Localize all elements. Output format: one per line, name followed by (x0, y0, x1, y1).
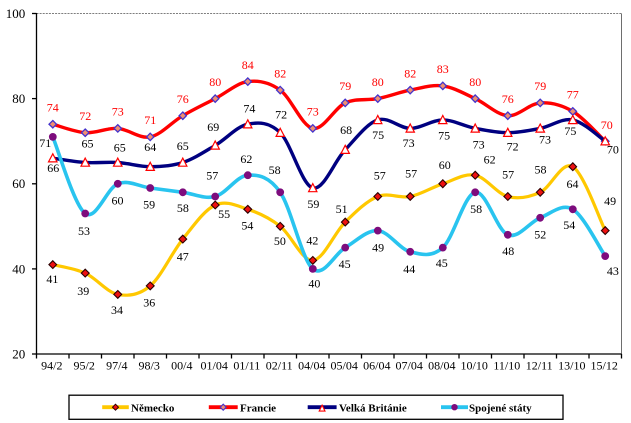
svg-text:80: 80 (469, 75, 481, 89)
svg-text:71: 71 (39, 136, 51, 150)
svg-text:Velká Británie: Velká Británie (339, 403, 407, 415)
svg-text:20: 20 (12, 346, 25, 361)
svg-text:43: 43 (607, 264, 619, 278)
svg-text:60: 60 (439, 158, 451, 172)
svg-text:65: 65 (177, 139, 189, 153)
svg-text:97/4: 97/4 (106, 359, 127, 373)
svg-text:48: 48 (502, 244, 514, 258)
svg-text:52: 52 (534, 228, 546, 242)
svg-text:58: 58 (269, 163, 281, 177)
svg-text:06/04: 06/04 (363, 359, 390, 373)
svg-text:75: 75 (438, 129, 450, 143)
svg-text:40: 40 (12, 261, 25, 276)
svg-text:77: 77 (567, 88, 579, 102)
svg-text:Francie: Francie (240, 403, 276, 415)
svg-text:73: 73 (403, 136, 415, 150)
svg-text:69: 69 (207, 120, 219, 134)
svg-text:75: 75 (372, 128, 384, 142)
svg-text:72: 72 (275, 108, 287, 122)
svg-text:01/11: 01/11 (233, 359, 260, 373)
svg-text:58: 58 (177, 201, 189, 215)
svg-text:72: 72 (79, 109, 91, 123)
svg-text:70: 70 (601, 118, 613, 132)
svg-text:40: 40 (308, 277, 320, 291)
svg-text:Německo: Německo (131, 403, 175, 415)
svg-text:01/04: 01/04 (201, 359, 228, 373)
svg-text:42: 42 (306, 234, 318, 248)
svg-text:59: 59 (143, 197, 155, 211)
svg-text:49: 49 (372, 240, 384, 254)
svg-text:73: 73 (539, 133, 551, 147)
svg-text:79: 79 (339, 79, 351, 93)
svg-text:50: 50 (274, 234, 286, 248)
svg-text:74: 74 (47, 100, 59, 114)
svg-text:47: 47 (177, 250, 189, 264)
svg-text:94/2: 94/2 (41, 359, 62, 373)
svg-text:58: 58 (470, 202, 482, 216)
svg-text:57: 57 (374, 169, 386, 183)
svg-text:60: 60 (12, 176, 25, 191)
svg-text:57: 57 (206, 169, 218, 183)
svg-text:Spojené státy: Spojené státy (469, 403, 532, 415)
svg-text:80: 80 (372, 75, 384, 89)
svg-text:76: 76 (177, 92, 189, 106)
svg-text:57: 57 (405, 167, 417, 181)
svg-text:64: 64 (567, 177, 579, 191)
svg-text:59: 59 (307, 197, 319, 211)
svg-text:100: 100 (6, 6, 26, 21)
svg-text:95/2: 95/2 (74, 359, 95, 373)
svg-text:66: 66 (47, 161, 59, 175)
svg-text:64: 64 (144, 140, 156, 154)
svg-text:57: 57 (502, 168, 514, 182)
svg-text:62: 62 (484, 153, 496, 167)
svg-text:72: 72 (507, 139, 519, 153)
svg-text:82: 82 (274, 66, 286, 80)
svg-text:39: 39 (77, 284, 89, 298)
svg-text:65: 65 (82, 137, 94, 151)
svg-text:62: 62 (240, 152, 252, 166)
svg-text:15/12: 15/12 (591, 359, 618, 373)
svg-text:70: 70 (607, 143, 619, 157)
svg-text:82: 82 (404, 66, 416, 80)
svg-text:51: 51 (336, 202, 348, 216)
svg-text:49: 49 (604, 194, 616, 208)
svg-text:53: 53 (78, 224, 90, 238)
svg-text:74: 74 (243, 102, 255, 116)
svg-text:00/4: 00/4 (171, 359, 192, 373)
svg-text:75: 75 (564, 124, 576, 138)
svg-text:60: 60 (112, 193, 124, 207)
svg-text:80: 80 (12, 91, 25, 106)
svg-text:84: 84 (242, 58, 254, 72)
svg-text:07/04: 07/04 (396, 359, 423, 373)
svg-text:10/10: 10/10 (461, 359, 488, 373)
svg-text:83: 83 (437, 62, 449, 76)
svg-text:08/04: 08/04 (428, 359, 455, 373)
svg-text:02/11: 02/11 (266, 359, 293, 373)
svg-text:98/3: 98/3 (139, 359, 160, 373)
svg-text:44: 44 (403, 262, 415, 276)
svg-text:58: 58 (535, 163, 547, 177)
svg-text:45: 45 (339, 257, 351, 271)
svg-text:04/04: 04/04 (298, 359, 325, 373)
svg-text:79: 79 (534, 79, 546, 93)
svg-text:45: 45 (436, 256, 448, 270)
svg-text:11/10: 11/10 (493, 359, 520, 373)
svg-text:65: 65 (114, 140, 126, 154)
svg-text:71: 71 (144, 113, 156, 127)
svg-text:73: 73 (112, 105, 124, 119)
svg-text:54: 54 (241, 219, 253, 233)
svg-text:05/04: 05/04 (331, 359, 358, 373)
svg-text:34: 34 (111, 303, 123, 317)
svg-text:73: 73 (307, 105, 319, 119)
svg-text:68: 68 (340, 123, 352, 137)
svg-text:76: 76 (502, 92, 514, 106)
svg-text:41: 41 (46, 272, 58, 286)
svg-text:13/10: 13/10 (558, 359, 585, 373)
svg-text:54: 54 (563, 218, 575, 232)
svg-text:73: 73 (473, 138, 485, 152)
svg-text:55: 55 (218, 207, 230, 221)
svg-text:12/11: 12/11 (526, 359, 553, 373)
svg-text:80: 80 (209, 75, 221, 89)
svg-text:36: 36 (143, 295, 155, 309)
